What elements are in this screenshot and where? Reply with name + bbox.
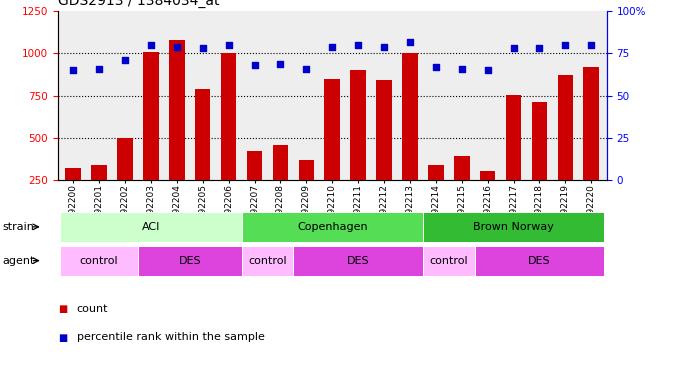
Text: ■: ■	[58, 333, 67, 342]
Point	[353, 42, 363, 48]
Point	[378, 44, 389, 50]
Bar	[557, 75, 573, 222]
Point	[482, 68, 493, 74]
Bar	[92, 165, 107, 222]
Bar	[325, 79, 340, 222]
Point	[456, 66, 467, 72]
Text: GDS2913 / 1384034_at: GDS2913 / 1384034_at	[58, 0, 219, 8]
Text: DES: DES	[178, 256, 201, 266]
Text: ■: ■	[58, 304, 67, 314]
Text: Brown Norway: Brown Norway	[473, 222, 554, 232]
Point	[508, 45, 519, 51]
Bar	[195, 89, 210, 222]
Point	[405, 39, 416, 45]
Text: control: control	[80, 256, 119, 266]
Bar	[117, 138, 133, 222]
Text: control: control	[248, 256, 287, 266]
Point	[534, 45, 545, 51]
Bar	[169, 40, 184, 222]
Bar	[480, 171, 496, 222]
Point	[327, 44, 338, 50]
Point	[431, 64, 441, 70]
Bar	[402, 54, 418, 222]
Point	[172, 44, 182, 50]
Point	[223, 42, 234, 48]
Text: DES: DES	[528, 256, 551, 266]
Bar	[351, 70, 366, 222]
Point	[68, 68, 79, 74]
Point	[197, 45, 208, 51]
Bar	[143, 52, 159, 222]
Text: DES: DES	[347, 256, 370, 266]
Bar	[506, 95, 521, 222]
Text: percentile rank within the sample: percentile rank within the sample	[77, 333, 264, 342]
Bar	[273, 146, 288, 222]
Point	[119, 57, 130, 63]
Bar	[428, 165, 443, 222]
Point	[586, 42, 597, 48]
Bar	[454, 156, 469, 222]
Point	[301, 66, 312, 72]
Point	[275, 60, 286, 67]
Point	[249, 62, 260, 68]
Bar	[532, 102, 547, 222]
Text: ACI: ACI	[142, 222, 160, 232]
Bar	[65, 168, 81, 222]
Point	[560, 42, 571, 48]
Bar	[376, 81, 392, 222]
Bar	[221, 54, 237, 222]
Bar	[247, 151, 262, 222]
Text: strain: strain	[2, 222, 34, 232]
Bar	[584, 67, 599, 222]
Text: count: count	[77, 304, 108, 314]
Text: Copenhagen: Copenhagen	[297, 222, 367, 232]
Bar	[298, 160, 314, 222]
Text: agent: agent	[2, 256, 35, 266]
Text: control: control	[429, 256, 468, 266]
Point	[146, 42, 157, 48]
Point	[94, 66, 104, 72]
